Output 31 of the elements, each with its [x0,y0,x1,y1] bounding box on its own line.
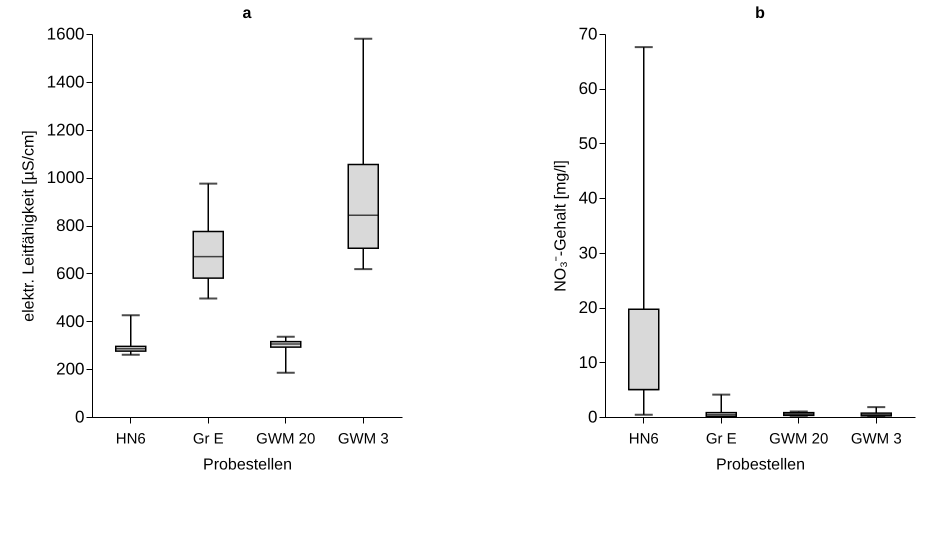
x-tick-label: GWM 3 [338,430,389,448]
x-axis-title: Probestellen [716,456,805,474]
y-tick-label: 1000 [46,168,84,188]
y-tick-label: 0 [588,408,598,426]
x-tick-label: Gr E [192,430,224,448]
x-tick-label: HN6 [116,430,146,448]
y-tick-label: 400 [56,312,84,331]
y-axis-title: NO₃⁻-Gehalt [mg/l] [552,160,570,292]
x-tick-label: HN6 [628,430,659,448]
chart-title: b [755,5,766,22]
y-tick-label: 20 [578,298,598,318]
y-tick-label: 10 [578,352,598,372]
y-tick-label: 60 [578,79,598,98]
x-tick-label: GWM 3 [850,430,902,448]
x-axis-title: Probestellen [203,456,292,474]
chart-title: a [242,5,252,22]
y-tick-label: 50 [578,134,598,153]
y-axis-title: elektr. Leitfähigkeit [µS/cm] [20,130,38,322]
x-tick-label: Gr E [706,430,737,448]
y-tick-label: 70 [578,24,598,44]
y-tick-label: 600 [56,264,84,283]
y-tick-label: 1400 [46,72,84,92]
y-tick-label: 30 [578,243,598,262]
y-tick-label: 1600 [46,24,84,44]
y-tick-label: 40 [578,188,598,208]
x-tick-label: GWM 20 [769,430,828,448]
y-tick-label: 200 [56,360,84,379]
y-tick-label: 1200 [46,120,84,140]
y-tick-label: 800 [56,216,84,235]
x-tick-label: GWM 20 [256,430,316,448]
y-tick-label: 0 [75,408,84,426]
